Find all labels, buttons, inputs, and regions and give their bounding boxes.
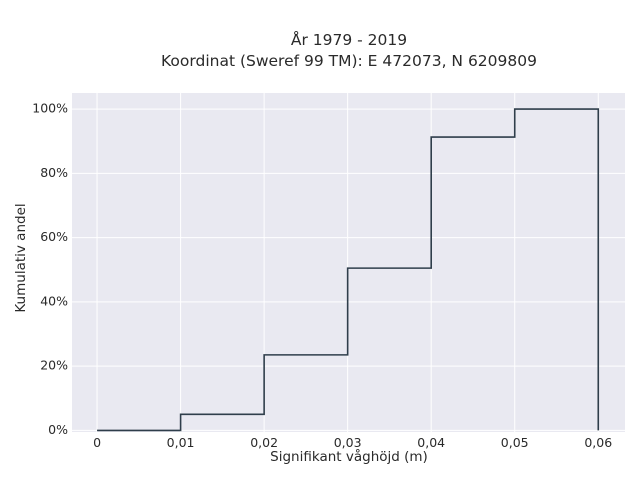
- chart-title: År 1979 - 2019: [291, 30, 407, 49]
- y-tick-label: 40%: [40, 293, 68, 308]
- x-tick-label: 0,03: [334, 435, 362, 450]
- y-axis-label: Kumulativ andel: [13, 203, 29, 312]
- chart-subtitle: Koordinat (Sweref 99 TM): E 472073, N 62…: [161, 52, 537, 70]
- series-layer: [97, 108, 600, 432]
- x-tick-label: 0,01: [167, 435, 195, 450]
- series-step-line: [97, 108, 600, 432]
- y-tick-label: 60%: [40, 229, 68, 244]
- tick-labels: 0 0,01 0,02 0,03 0,04 0,05 0,06 0% 20% 40% 60% 80% 1…: [32, 101, 612, 451]
- y-tick-label: 80%: [40, 165, 68, 180]
- x-tick-label: 0,02: [250, 435, 278, 450]
- x-tick-label: 0,05: [501, 435, 529, 450]
- y-tick-label: 0%: [48, 422, 68, 437]
- x-tick-label: 0,06: [584, 435, 612, 450]
- plot-area: [72, 93, 625, 432]
- x-axis-label: Signifikant våghöjd (m): [270, 448, 428, 465]
- x-tick-label: 0,04: [417, 435, 445, 450]
- y-tick-label: 20%: [40, 358, 68, 373]
- x-tick-label: 0: [93, 435, 101, 450]
- y-tick-label: 100%: [32, 101, 68, 116]
